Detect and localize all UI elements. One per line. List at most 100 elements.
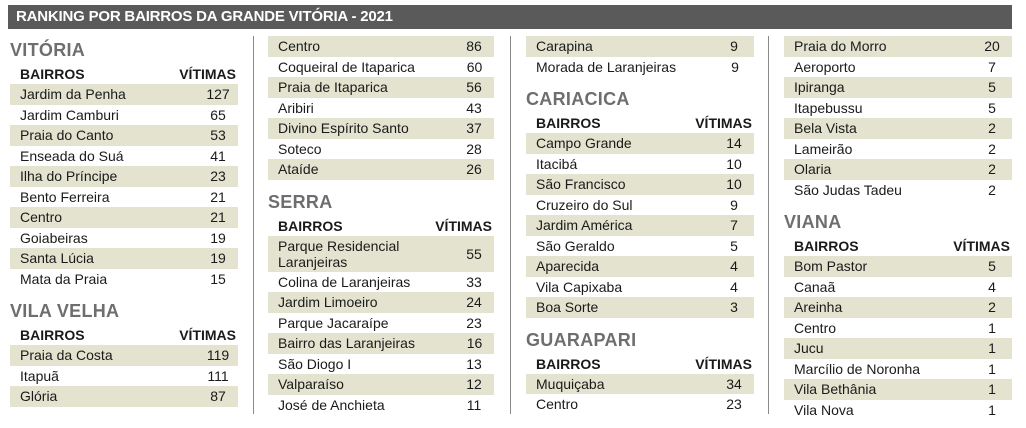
victims-count: 9 xyxy=(730,38,738,54)
table-row: Santa Lúcia 19 xyxy=(10,248,238,269)
neighborhood-name: Bom Pastor xyxy=(794,258,868,274)
victims-count: 19 xyxy=(210,229,226,246)
neighborhood-name: Morada de Laranjeiras xyxy=(536,58,677,75)
victims-count: 12 xyxy=(466,376,482,392)
victims-count: 1 xyxy=(988,381,996,397)
neighborhood-name: Coqueiral de Itaparica xyxy=(278,58,415,75)
victims-count: 2 xyxy=(988,140,996,157)
table-row: Bairro das Laranjeiras 16 xyxy=(268,333,494,354)
table-header: BAIRROS VÍTIMAS xyxy=(10,325,238,345)
table-row: Centro 1 xyxy=(784,318,1012,339)
header-bairros: BAIRROS xyxy=(536,115,601,131)
table-row: Vila Capixaba 4 xyxy=(526,277,754,298)
victims-count: 4 xyxy=(988,278,996,295)
victims-count: 9 xyxy=(730,196,738,213)
victims-count: 4 xyxy=(730,258,738,274)
victims-count: 5 xyxy=(988,258,996,274)
neighborhood-name: Bento Ferreira xyxy=(20,188,110,205)
neighborhood-name: Praia de Itaparica xyxy=(278,79,388,95)
neighborhood-name: São Geraldo xyxy=(536,237,615,254)
neighborhood-name: Aeroporto xyxy=(794,58,856,75)
table-row: Jardim América 7 xyxy=(526,215,754,236)
section-gap xyxy=(526,318,754,326)
table-row: Areinha 2 xyxy=(784,297,1012,318)
table-header: BAIRROS VÍTIMAS xyxy=(268,216,494,236)
victims-count: 43 xyxy=(466,99,482,116)
neighborhood-name: Mata da Praia xyxy=(20,270,108,287)
neighborhood-name: Vila Nova xyxy=(794,401,854,418)
ranking-column-4: Praia do Morro 20 Aeroporto 7 Ipiranga 5 Itape… xyxy=(784,36,1012,420)
victims-count: 87 xyxy=(210,388,226,404)
neighborhood-name: Jardim América xyxy=(536,217,633,233)
table-row: Praia do Canto 53 xyxy=(10,125,238,146)
neighborhood-name: Vila Bethânia xyxy=(794,381,877,397)
neighborhood-name: Jucu xyxy=(794,340,824,356)
table-header: BAIRROS VÍTIMAS xyxy=(526,354,754,374)
victims-count: 14 xyxy=(726,135,742,151)
table-row: Enseada do Suá 41 xyxy=(10,146,238,167)
victims-count: 34 xyxy=(726,375,742,392)
neighborhood-name: Carapina xyxy=(536,38,593,54)
victims-count: 86 xyxy=(466,38,482,54)
victims-count: 5 xyxy=(988,79,996,95)
neighborhood-name: Praia da Costa xyxy=(20,347,113,363)
victims-count: 21 xyxy=(210,188,226,205)
victims-count: 21 xyxy=(210,209,226,225)
ranking-column-2: Centro 86 Coqueiral de Itaparica 60 Praia de… xyxy=(268,36,494,415)
neighborhood-name: Canaã xyxy=(794,278,836,295)
table-row: Lameirão 2 xyxy=(784,139,1012,160)
header-bairros: BAIRROS xyxy=(536,355,601,372)
neighborhood-name: Itacibá xyxy=(536,155,578,172)
neighborhood-name: São Francisco xyxy=(536,176,626,192)
neighborhood-name: José de Anchieta xyxy=(278,396,385,413)
victims-count: 7 xyxy=(988,58,996,75)
municipality-title: VIANA xyxy=(784,212,842,232)
victims-count: 24 xyxy=(466,294,482,310)
neighborhood-name: Jardim Camburi xyxy=(20,106,119,123)
neighborhood-name: Divino Espírito Santo xyxy=(278,120,409,136)
victims-count: 33 xyxy=(466,273,482,290)
municipality-title: VITÓRIA xyxy=(10,40,86,60)
municipality-title: GUARAPARI xyxy=(526,329,637,350)
victims-count: 9 xyxy=(731,58,739,75)
header-bairros: BAIRROS xyxy=(20,66,85,82)
victims-count: 28 xyxy=(466,140,482,157)
header-bairros: BAIRROS xyxy=(20,327,85,343)
victims-count: 60 xyxy=(466,58,483,75)
table-row: Cruzeiro do Sul 9 xyxy=(526,195,754,216)
table-row: Aparecida 4 xyxy=(526,256,754,277)
neighborhood-name: Muquiçaba xyxy=(536,375,605,392)
victims-count: 5 xyxy=(988,99,996,116)
column-divider xyxy=(768,36,769,414)
table-header: BAIRROS VÍTIMAS xyxy=(784,236,1012,256)
neighborhood-name: Soteco xyxy=(278,140,322,157)
victims-count: 1 xyxy=(988,340,996,356)
victims-count: 11 xyxy=(466,396,482,413)
table-row: Glória 87 xyxy=(10,386,238,407)
table-row: Olaria 2 xyxy=(784,159,1012,180)
table-row: Goiabeiras 19 xyxy=(10,228,238,249)
victims-count: 10 xyxy=(726,155,742,172)
header-vitimas: VÍTIMAS xyxy=(179,327,236,343)
table-row: José de Anchieta 11 xyxy=(268,395,494,416)
table-row: Praia de Itaparica 56 xyxy=(268,77,494,98)
table-header: BAIRROS VÍTIMAS xyxy=(10,64,238,84)
header-vitimas: VÍTIMAS xyxy=(695,355,752,372)
table-row: Ilha do Príncipe 23 xyxy=(10,166,238,187)
victims-count: 23 xyxy=(466,314,482,331)
neighborhood-name: Boa Sorte xyxy=(536,299,599,315)
neighborhood-name: Santa Lúcia xyxy=(20,250,94,266)
neighborhood-name: Ilha do Príncipe xyxy=(20,168,118,184)
neighborhood-name: Glória xyxy=(20,388,58,404)
victims-count: 56 xyxy=(466,79,482,95)
victims-count: 37 xyxy=(466,120,482,136)
table-row: Marcílio de Noronha 1 xyxy=(784,359,1012,380)
neighborhood-name: Vila Capixaba xyxy=(536,278,623,295)
victims-count: 41 xyxy=(210,147,226,164)
victims-count: 53 xyxy=(210,127,226,143)
table-row: São Diogo I 13 xyxy=(268,354,494,375)
victims-count: 10 xyxy=(726,176,742,192)
table-row: Colina de Laranjeiras 33 xyxy=(268,272,494,293)
page-title: RANKING POR BAIRROS DA GRANDE VITÓRIA - … xyxy=(8,5,1012,29)
table-row: Mata da Praia 15 xyxy=(10,269,238,290)
